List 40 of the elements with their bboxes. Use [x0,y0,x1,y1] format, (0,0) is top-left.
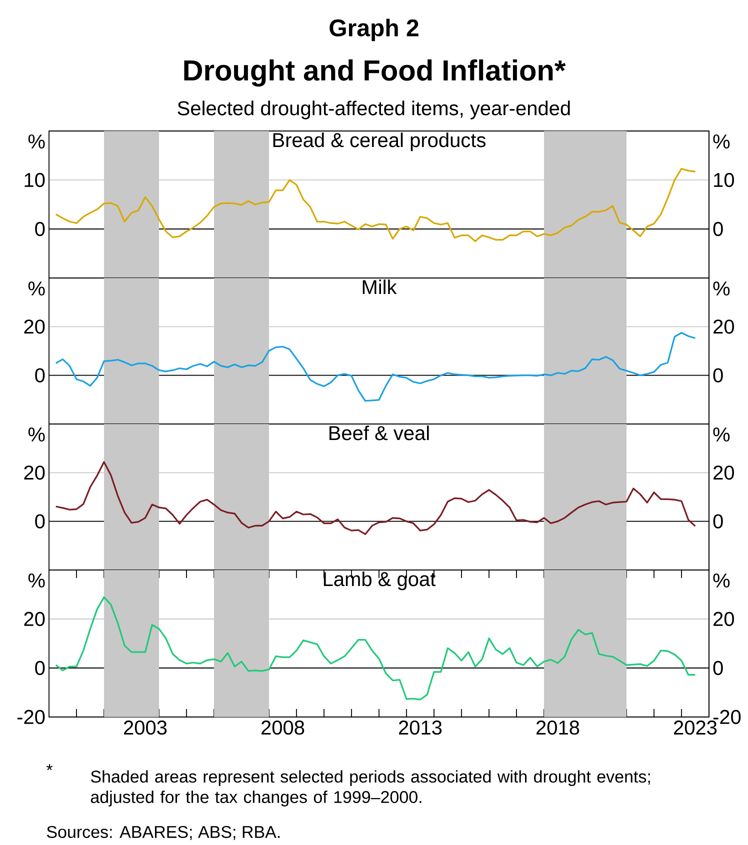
y-tick-label: -20 [17,710,45,724]
y-tick-label: 0 [35,368,45,382]
y-tick-label: 20 [24,612,45,626]
y2-axis-title: % [713,134,730,149]
y-axis-title: % [28,428,45,442]
x-tick-label: 2018 [536,720,580,735]
x-tick-label: 2003 [124,720,167,735]
x-tick-label: 2013 [399,720,442,735]
y-axis-title: % [28,574,45,588]
y2-tick-label: 10 [714,172,734,188]
source-note: Sources: ABARES; ABS; RBA. [46,826,280,840]
y-tick-label: 0 [35,222,45,236]
text: Selected drought-affected items, year-ended [178,100,570,120]
y-axis-title: % [28,282,45,296]
y-tick-label: 10 [24,172,45,188]
caption: Graph 2 [330,18,418,42]
y2-tick-label: 20 [714,612,734,626]
chart-title: Milk [362,280,397,294]
y2-axis-title: % [713,428,730,442]
x-tick-label: 2008 [262,720,304,735]
line-series [55,461,696,536]
y-tick-label: 20 [24,466,45,480]
y-tick-label: 0 [35,660,45,676]
y2-axis-title: % [713,282,730,296]
chart-title: Bread & cereal products [273,132,486,152]
y2-axis-title: % [713,574,730,588]
y-axis-title: % [28,134,45,149]
text: * [46,764,53,770]
chart-title: Beef & veal [329,426,429,440]
text: Shaded areas represent selected periods associated with drought events; adjusted for the tax changes of 1999–2000. [90,770,650,806]
y-tick-label: 20 [24,320,45,334]
y2-tick-label: 20 [714,320,734,334]
y-tick-label: 0 [35,514,45,528]
y2-tick-label: 0 [713,222,723,236]
chart-title: Lamb & goat [324,572,436,590]
y2-tick-label: 0 [713,514,723,528]
text: Drought and Food Inflation* [184,59,566,87]
y2-tick-label: 0 [713,368,723,382]
y2-tick-label: 0 [713,660,723,676]
y2-tick-label: 20 [714,466,734,480]
